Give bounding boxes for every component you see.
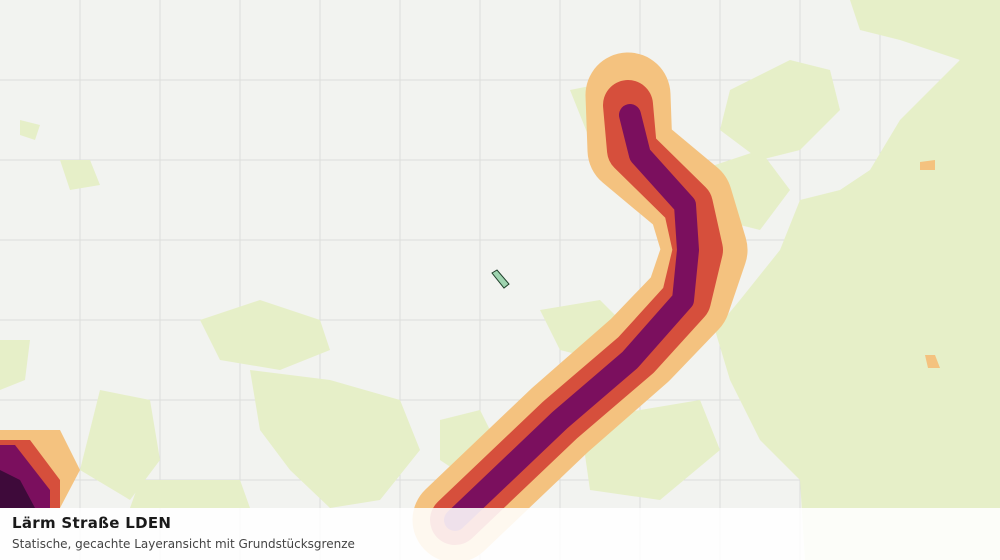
- green-area: [715, 0, 1000, 560]
- noise-zone-low: [920, 160, 935, 170]
- layer-title: Lärm Straße LDEN: [12, 514, 172, 532]
- green-area: [200, 300, 330, 370]
- noise-zone-high: [444, 104, 699, 531]
- legend-footer: Lärm Straße LDEN Statische, gecachte Lay…: [0, 508, 1000, 560]
- green-area: [250, 370, 420, 508]
- parcel-boundary: [491, 269, 510, 289]
- green-area: [80, 390, 160, 500]
- green-area: [720, 60, 840, 160]
- green-area: [60, 160, 100, 190]
- noise-zone-max: [0, 470, 35, 508]
- green-area: [20, 120, 40, 140]
- noise-zone-low: [925, 355, 940, 368]
- green-area: [130, 480, 250, 508]
- green-area: [0, 340, 30, 390]
- noise-band: [412, 52, 748, 560]
- layer-subtitle: Statische, gecachte Layeransicht mit Gru…: [12, 537, 355, 551]
